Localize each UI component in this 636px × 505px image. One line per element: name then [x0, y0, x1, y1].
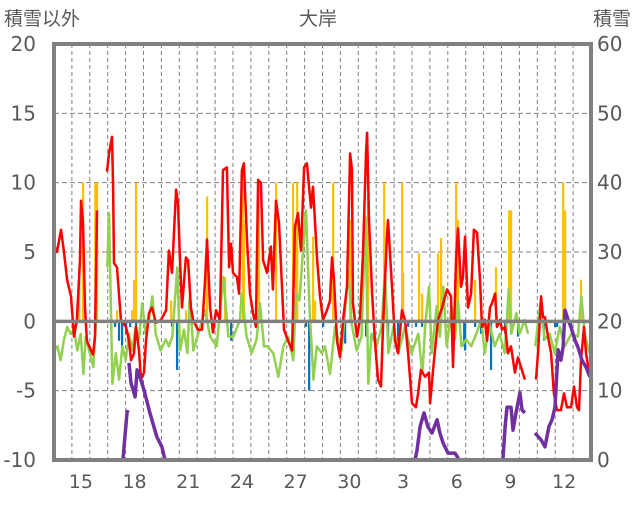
blue-bar — [121, 321, 124, 351]
orange-bar — [400, 182, 404, 322]
orange-bar — [562, 182, 565, 322]
gridlines — [54, 44, 591, 460]
right-y-tick-label: 40 — [597, 171, 622, 195]
orange-bar — [366, 196, 370, 322]
orange-bar — [436, 253, 440, 322]
orange-bar — [170, 300, 173, 322]
x-tick-label: 9 — [504, 471, 516, 493]
right-y-tick-label: 10 — [597, 379, 622, 403]
orange-bar — [116, 310, 119, 322]
left-y-tick-label: 15 — [11, 101, 36, 125]
orange-bar — [257, 182, 261, 322]
orange-bar — [312, 236, 315, 322]
red-line — [52, 131, 592, 412]
orange-bar — [134, 182, 138, 322]
plot-frame — [52, 42, 593, 462]
right-y-tick-label: 20 — [597, 309, 622, 333]
blue-bar — [407, 321, 410, 327]
x-tick-label: 24 — [230, 471, 254, 493]
blue-bar — [474, 321, 477, 327]
blue-bar — [308, 321, 311, 391]
left-y-tick-label: -5 — [16, 379, 36, 403]
orange-bar — [313, 300, 317, 322]
orange-bar — [474, 279, 477, 322]
x-tick-label: 3 — [397, 471, 409, 493]
chart-title: 大岸 — [299, 8, 337, 30]
orange-bar — [242, 220, 246, 322]
left-axis-title: 積雪以外 — [4, 8, 80, 30]
orange-bar — [291, 182, 295, 322]
orange-bar — [439, 238, 443, 322]
blue-bar — [555, 321, 559, 327]
orange-bar — [417, 253, 421, 322]
blue-bar — [230, 321, 233, 341]
right-y-tick-label: 60 — [597, 32, 622, 56]
orange-bar — [349, 220, 352, 322]
blue-bar — [114, 321, 117, 327]
blue-bar — [421, 321, 424, 327]
blue-bar — [414, 321, 418, 327]
left-y-tick-label: 0 — [23, 309, 36, 333]
left-y-tick-label: -10 — [3, 448, 36, 472]
right-y-tick-label: 0 — [597, 448, 610, 472]
orange-bar — [509, 210, 513, 322]
x-tick-label: 18 — [122, 471, 146, 493]
left-y-tick-label: 20 — [11, 32, 36, 56]
x-tick-label: 27 — [284, 471, 308, 493]
blue-bar — [175, 321, 179, 370]
orange-bar — [457, 220, 460, 322]
blue-bar — [322, 321, 325, 327]
x-tick-label: 15 — [69, 471, 93, 493]
orange-bar — [332, 182, 335, 322]
blue-bar — [305, 321, 308, 327]
orange-bar — [133, 279, 136, 322]
blue-bar — [397, 321, 400, 348]
blue-bar — [364, 321, 368, 337]
orange-bar — [383, 182, 386, 322]
x-tick-label: 12 — [552, 471, 576, 493]
x-tick-label: 21 — [176, 471, 200, 493]
left-y-tick-label: 10 — [11, 171, 36, 195]
orange-bar — [421, 293, 424, 322]
orange-bar — [296, 182, 299, 322]
orange-bar — [184, 310, 188, 322]
left-y-tick-label: 5 — [23, 240, 36, 264]
orange-bar — [274, 182, 278, 322]
blue-bar — [129, 321, 132, 327]
orange-bar — [131, 310, 134, 322]
orange-bar — [402, 272, 405, 322]
blue-bar — [489, 321, 493, 370]
blue-bar — [463, 321, 467, 351]
axes — [52, 42, 593, 462]
right-y-tick-label: 30 — [597, 240, 622, 264]
x-tick-label: 6 — [451, 471, 463, 493]
blue-bar — [117, 321, 121, 341]
right-axis-title: 積雪 — [593, 8, 631, 30]
right-y-tick-label: 50 — [597, 101, 622, 125]
orange-bar — [564, 210, 567, 322]
x-tick-label: 30 — [337, 471, 361, 493]
blue-bar — [344, 321, 347, 344]
blue-bar — [554, 321, 557, 327]
